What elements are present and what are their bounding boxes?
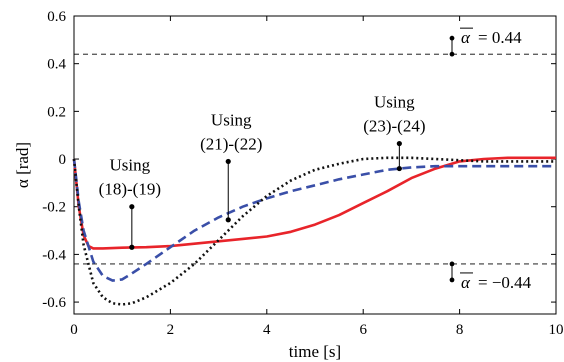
annotation-dot: [129, 204, 135, 210]
series-line-2: [72, 158, 556, 282]
threshold-pointer-dot: [449, 35, 455, 41]
threshold-pointer-dot: [449, 277, 455, 283]
annotation-dot: [225, 217, 231, 223]
annotation-dot: [396, 140, 402, 147]
y-tick-label: 0.4: [47, 57, 66, 73]
threshold-value: = −0.44: [478, 273, 532, 292]
x-tick-label: 8: [456, 322, 464, 338]
annotation-label: Using: [374, 93, 415, 112]
y-axis-label: α [rad]: [13, 142, 32, 188]
x-tick-label: 2: [167, 322, 175, 338]
annotation-label: Using: [211, 110, 252, 129]
x-tick-label: 0: [70, 322, 78, 338]
threshold-pointer-dot: [449, 261, 455, 267]
threshold-pointer-dot: [449, 51, 455, 57]
x-tick-label: 4: [263, 322, 271, 338]
threshold-value: = 0.44: [478, 28, 522, 47]
series-line-1: [72, 156, 556, 250]
chart-marks: 0 2 4 6 8 10 0.6 0.4 0.2 0 -0.2 -0.4 -0.6 α = 0.44 α = −…: [42, 9, 563, 338]
x-tick-label: 6: [359, 322, 367, 338]
series-line-3: [72, 156, 556, 306]
y-tick-label: 0.2: [47, 104, 66, 120]
annotation-label: (23)-(24): [363, 117, 425, 136]
y-tick-label: 0.6: [47, 9, 66, 25]
x-axis-label: time [s]: [289, 342, 341, 361]
y-tick-label: -0.2: [42, 200, 66, 216]
annotation-label: (18)-(19): [99, 180, 161, 199]
y-tick-label: -0.6: [42, 295, 66, 311]
annotation-dot: [396, 165, 402, 172]
annotation-label: Using: [110, 156, 151, 175]
annotation-label: (21)-(22): [200, 134, 262, 153]
y-tick-label: 0: [59, 152, 67, 168]
threshold-symbol: α: [461, 273, 471, 292]
threshold-symbol: α: [461, 28, 471, 47]
annotation-dot: [225, 158, 231, 165]
x-tick-label: 10: [549, 322, 564, 338]
y-tick-label: -0.4: [42, 247, 66, 263]
annotation-dot: [129, 244, 135, 250]
